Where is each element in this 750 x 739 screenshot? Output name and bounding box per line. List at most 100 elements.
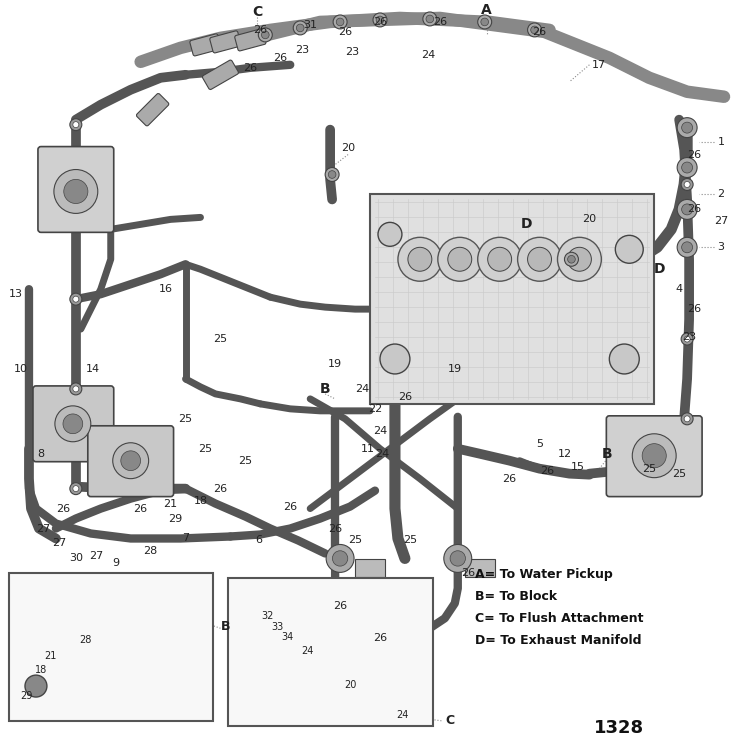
Circle shape — [450, 551, 466, 566]
Text: 12: 12 — [557, 449, 572, 459]
Text: 23: 23 — [296, 45, 309, 55]
Text: 33: 33 — [272, 622, 284, 633]
Text: 26: 26 — [328, 523, 342, 534]
Bar — [465, 559, 495, 577]
Circle shape — [70, 293, 82, 305]
Circle shape — [296, 24, 304, 32]
Text: 11: 11 — [361, 443, 375, 454]
Text: 21: 21 — [164, 499, 178, 508]
Circle shape — [70, 194, 82, 205]
Text: 25: 25 — [199, 443, 212, 454]
Text: 13: 13 — [9, 289, 23, 299]
Text: 26: 26 — [373, 17, 387, 27]
Text: 4: 4 — [676, 285, 682, 294]
Circle shape — [336, 18, 344, 26]
Text: 26: 26 — [532, 27, 547, 37]
Text: 16: 16 — [158, 285, 172, 294]
Circle shape — [54, 664, 68, 677]
Circle shape — [681, 179, 693, 191]
Text: 25: 25 — [238, 456, 253, 466]
Circle shape — [681, 243, 693, 255]
Text: D: D — [520, 217, 532, 231]
Text: 26: 26 — [373, 633, 387, 643]
Text: 26: 26 — [254, 25, 268, 35]
Circle shape — [332, 675, 338, 681]
Circle shape — [684, 182, 690, 188]
Circle shape — [677, 157, 697, 177]
Circle shape — [677, 118, 697, 137]
Circle shape — [282, 628, 289, 635]
Text: D= To Exhaust Manifold: D= To Exhaust Manifold — [475, 634, 641, 647]
Text: 22: 22 — [368, 403, 382, 414]
Circle shape — [330, 673, 340, 683]
Text: 30: 30 — [69, 554, 82, 563]
Text: 20: 20 — [582, 214, 596, 225]
Text: 10: 10 — [14, 364, 28, 374]
Circle shape — [398, 237, 442, 282]
Text: 26: 26 — [687, 304, 701, 314]
Text: 26: 26 — [213, 483, 227, 494]
Text: 7: 7 — [182, 534, 189, 543]
FancyBboxPatch shape — [33, 386, 114, 462]
Text: 21: 21 — [45, 651, 57, 661]
Circle shape — [527, 23, 542, 37]
Text: 26: 26 — [541, 466, 554, 476]
Circle shape — [682, 242, 692, 253]
Text: 25: 25 — [672, 469, 686, 479]
Circle shape — [63, 414, 82, 434]
Circle shape — [49, 658, 73, 682]
Circle shape — [677, 237, 697, 257]
Circle shape — [333, 15, 347, 29]
Text: 19: 19 — [448, 364, 462, 374]
Bar — [370, 194, 654, 404]
Text: 25: 25 — [403, 536, 417, 545]
Text: 29: 29 — [20, 691, 32, 701]
Text: 26: 26 — [460, 568, 475, 579]
Circle shape — [557, 237, 602, 282]
Circle shape — [96, 636, 116, 656]
Text: 24: 24 — [301, 646, 313, 656]
FancyBboxPatch shape — [235, 29, 266, 51]
Circle shape — [565, 252, 578, 266]
Circle shape — [55, 406, 91, 442]
Circle shape — [73, 122, 79, 128]
Text: 26: 26 — [56, 503, 70, 514]
Text: 19: 19 — [328, 359, 342, 369]
Text: 28: 28 — [143, 546, 158, 556]
Circle shape — [326, 168, 339, 182]
Circle shape — [682, 204, 692, 215]
Text: 18: 18 — [194, 496, 208, 505]
Text: 28: 28 — [80, 636, 92, 645]
Text: 34: 34 — [281, 632, 293, 642]
Text: 17: 17 — [592, 60, 607, 69]
Circle shape — [527, 248, 551, 271]
Circle shape — [684, 246, 690, 252]
Text: 27: 27 — [52, 539, 66, 548]
Text: 26: 26 — [243, 63, 257, 73]
Text: B: B — [320, 382, 331, 396]
Text: 26: 26 — [433, 17, 447, 27]
Circle shape — [25, 675, 47, 697]
Text: 1328: 1328 — [594, 719, 644, 737]
Text: 20: 20 — [341, 143, 356, 152]
Text: 2: 2 — [718, 189, 724, 200]
Circle shape — [681, 333, 693, 345]
Circle shape — [284, 634, 297, 648]
Circle shape — [684, 336, 690, 342]
Circle shape — [478, 15, 492, 29]
Circle shape — [290, 636, 302, 647]
Circle shape — [568, 248, 592, 271]
Circle shape — [632, 434, 676, 477]
Text: 26: 26 — [333, 602, 347, 611]
Circle shape — [70, 483, 82, 494]
Bar — [9, 573, 214, 721]
Text: 32: 32 — [261, 611, 274, 621]
Circle shape — [326, 545, 354, 573]
Bar — [355, 559, 385, 577]
Circle shape — [73, 486, 79, 491]
Circle shape — [100, 641, 111, 652]
Text: 8: 8 — [38, 449, 44, 459]
Text: B: B — [602, 447, 613, 460]
Text: 26: 26 — [687, 149, 701, 160]
Circle shape — [73, 386, 79, 392]
